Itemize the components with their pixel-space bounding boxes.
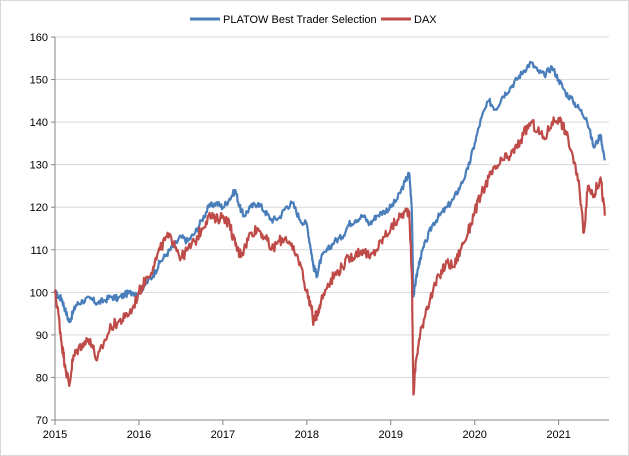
legend-label-platow: PLATOW Best Trader Selection: [223, 14, 377, 26]
y-tick-label: 70: [36, 415, 48, 427]
y-tick-label: 110: [30, 245, 48, 257]
x-tick-label: 2016: [127, 429, 151, 441]
x-tick-label: 2018: [295, 429, 319, 441]
legend: PLATOW Best Trader Selection DAX: [190, 14, 437, 26]
x-tick-label: 2020: [462, 429, 486, 441]
y-tick-label: 100: [30, 287, 48, 299]
y-tick-label: 160: [30, 32, 48, 44]
y-tick-label: 140: [30, 117, 48, 129]
axes: 70 80 90 100 110 120 130 140 150 160 2015 2016 2017 2…: [30, 32, 609, 441]
y-tick-label: 120: [30, 202, 48, 214]
y-tick-label: 150: [30, 75, 48, 87]
grid-lines: [55, 36, 609, 421]
series-lines: [53, 60, 606, 396]
y-tick-label: 80: [36, 372, 48, 384]
y-tick-label: 90: [36, 330, 48, 342]
x-tick-label: 2017: [211, 429, 235, 441]
x-tick-label: 2019: [379, 429, 403, 441]
legend-label-dax: DAX: [414, 14, 437, 26]
series-line-dax: [53, 116, 606, 396]
x-tick-label: 2021: [546, 429, 570, 441]
x-tick-label: 2015: [43, 429, 67, 441]
y-tick-label: 130: [30, 160, 48, 172]
